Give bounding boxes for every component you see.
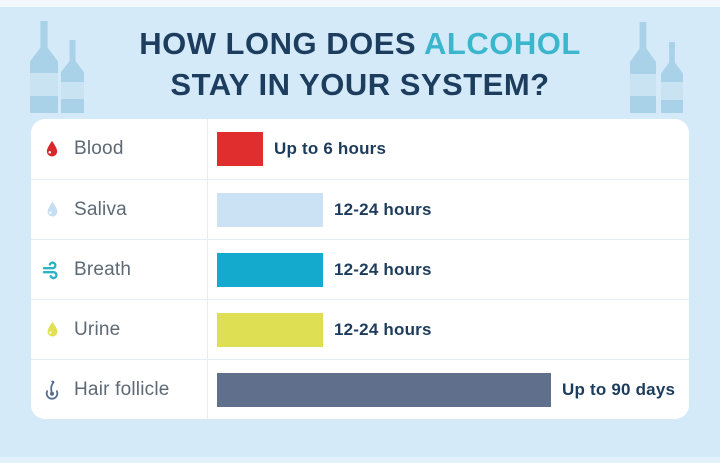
duration-text: Up to 6 hours (274, 139, 387, 158)
bottle-label-band (61, 81, 84, 100)
bottom-edge-strip (0, 457, 720, 463)
row-label: Breath (74, 258, 132, 280)
row-label: Blood (74, 138, 124, 159)
title-highlight: ALCOHOL (424, 26, 581, 61)
row-label: Saliva (74, 198, 127, 220)
label-cell: Blood (31, 136, 207, 162)
urine-drop-icon (39, 317, 65, 343)
label-cell: Breath (31, 257, 207, 283)
bar-cell: Up to 6 hours (207, 132, 689, 166)
bottle-label-band (630, 73, 656, 96)
duration-bar (217, 372, 551, 407)
table-row-blood: Blood Up to 6 hours (31, 119, 689, 179)
table-row-breath: Breath 12-24 hours (31, 239, 689, 299)
label-cell: Hair follicle (31, 377, 207, 403)
table-row-hair-follicle: Hair follicle Up to 90 days (31, 359, 689, 419)
blood-drop-icon (39, 136, 65, 162)
bar-cell: 12-24 hours (207, 252, 689, 287)
bar-cell: 12-24 hours (207, 312, 689, 347)
table-row-saliva: Saliva 12-24 hours (31, 179, 689, 239)
row-label: Hair follicle (74, 378, 170, 400)
saliva-drop-icon (39, 197, 65, 223)
duration-bar (217, 252, 323, 287)
title-line-2: STAY IN YOUR SYSTEM? (170, 67, 550, 102)
hair-follicle-icon (39, 377, 65, 403)
duration-text: Up to 90 days (562, 379, 676, 399)
bottle-label-band (661, 82, 683, 100)
duration-text: 12-24 hours (334, 199, 432, 219)
duration-bar (217, 192, 323, 227)
bar-cell: Up to 90 days (207, 372, 689, 407)
column-divider (207, 119, 208, 419)
bottle-label-band (30, 73, 58, 96)
duration-text: 12-24 hours (334, 259, 432, 279)
page-title: HOW LONG DOES ALCOHOL STAY IN YOUR SYSTE… (0, 23, 720, 105)
table-row-urine: Urine 12-24 hours (31, 299, 689, 359)
duration-bar (217, 312, 323, 347)
top-edge-strip (0, 0, 720, 7)
duration-text: 12-24 hours (334, 319, 432, 339)
title-line-1: HOW LONG DOES ALCOHOL (139, 26, 581, 61)
breath-wind-icon (39, 257, 65, 283)
duration-bar (217, 132, 263, 166)
row-label: Urine (74, 318, 121, 340)
label-cell: Urine (31, 317, 207, 343)
label-cell: Saliva (31, 197, 207, 223)
detection-table-card: Blood Up to 6 hours Saliva 12-24 hours (31, 119, 689, 419)
bar-cell: 12-24 hours (207, 192, 689, 227)
